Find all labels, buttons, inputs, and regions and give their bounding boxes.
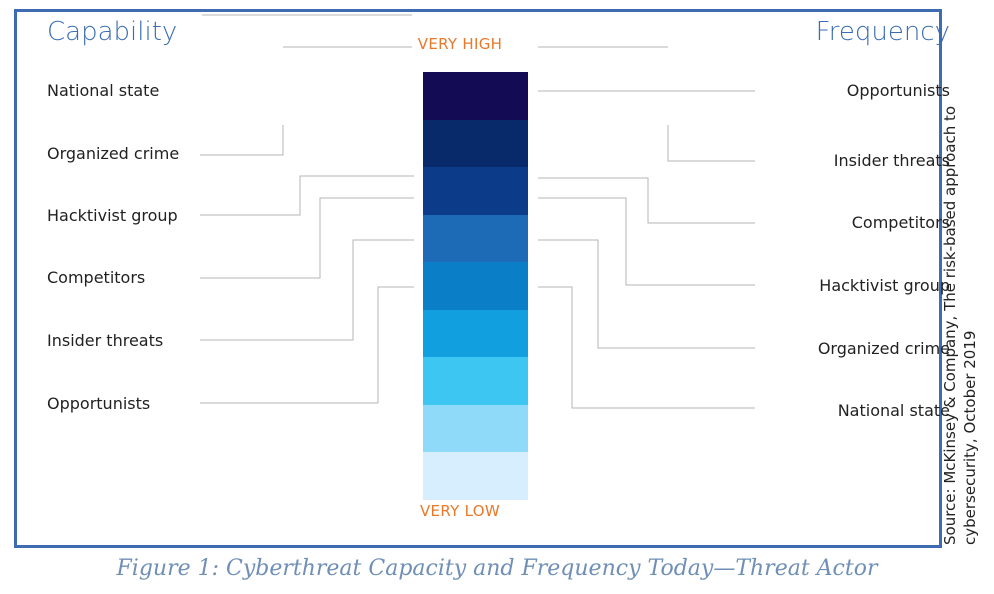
- scale-very-high-label: VERY HIGH: [417, 35, 503, 53]
- scale-segment-9: [423, 452, 528, 500]
- frequency-item-hacktivist-group: Hacktivist group: [819, 276, 950, 295]
- left-connector-organized-crime: [200, 125, 284, 156]
- frequency-item-national-state: National state: [837, 401, 950, 420]
- frequency-title: Frequency: [815, 17, 950, 47]
- scale-segment-7: [423, 357, 528, 405]
- scale-segment-3: [423, 167, 528, 215]
- diagram-frame: [14, 9, 942, 548]
- left-connector-competitors: [200, 197, 414, 279]
- left-connector-hacktivist: [200, 175, 414, 216]
- frequency-item-competitors: Competitors: [851, 213, 950, 232]
- capability-item-organized-crime: Organized crime: [47, 144, 180, 163]
- scale-segment-6: [423, 309, 528, 358]
- frequency-item-opportunists: Opportunists: [846, 81, 950, 100]
- capability-item-opportunists: Opportunists: [47, 394, 151, 413]
- scale-segment-2: [423, 119, 528, 168]
- source-line-2: cybersecurity, October 2019: [961, 330, 979, 545]
- capability-item-competitors: Competitors: [47, 268, 146, 287]
- scale-segment-8: [423, 404, 528, 453]
- scale-segment-5: [423, 262, 528, 310]
- scale-segment-4: [423, 214, 528, 263]
- scale-segment-1: [423, 72, 528, 120]
- capability-title: Capability: [47, 17, 178, 47]
- right-connector-organized: [538, 239, 755, 349]
- source-note: Source: McKinsey & Company, The risk-bas…: [940, 0, 990, 545]
- right-connector-competitors: [538, 177, 755, 224]
- source-line-1: Source: McKinsey & Company, The risk-bas…: [941, 105, 959, 545]
- capability-item-hacktivist-group: Hacktivist group: [47, 206, 178, 225]
- capability-item-national-state: National state: [47, 81, 160, 100]
- left-connector-opportunists: [200, 286, 414, 404]
- figure-caption: Figure 1: Cyberthreat Capacity and Frequ…: [116, 556, 878, 581]
- right-connector-hacktivist: [538, 197, 755, 286]
- scale-very-low-label: VERY LOW: [420, 502, 500, 520]
- capability-item-insider-threats: Insider threats: [47, 331, 164, 350]
- left-connector-insider: [200, 239, 414, 341]
- right-connector-national: [538, 286, 755, 409]
- frequency-item-organized-crime: Organized crime: [817, 339, 950, 358]
- frequency-item-insider-threats: Insider threats: [833, 151, 950, 170]
- right-connector-insider: [667, 125, 755, 162]
